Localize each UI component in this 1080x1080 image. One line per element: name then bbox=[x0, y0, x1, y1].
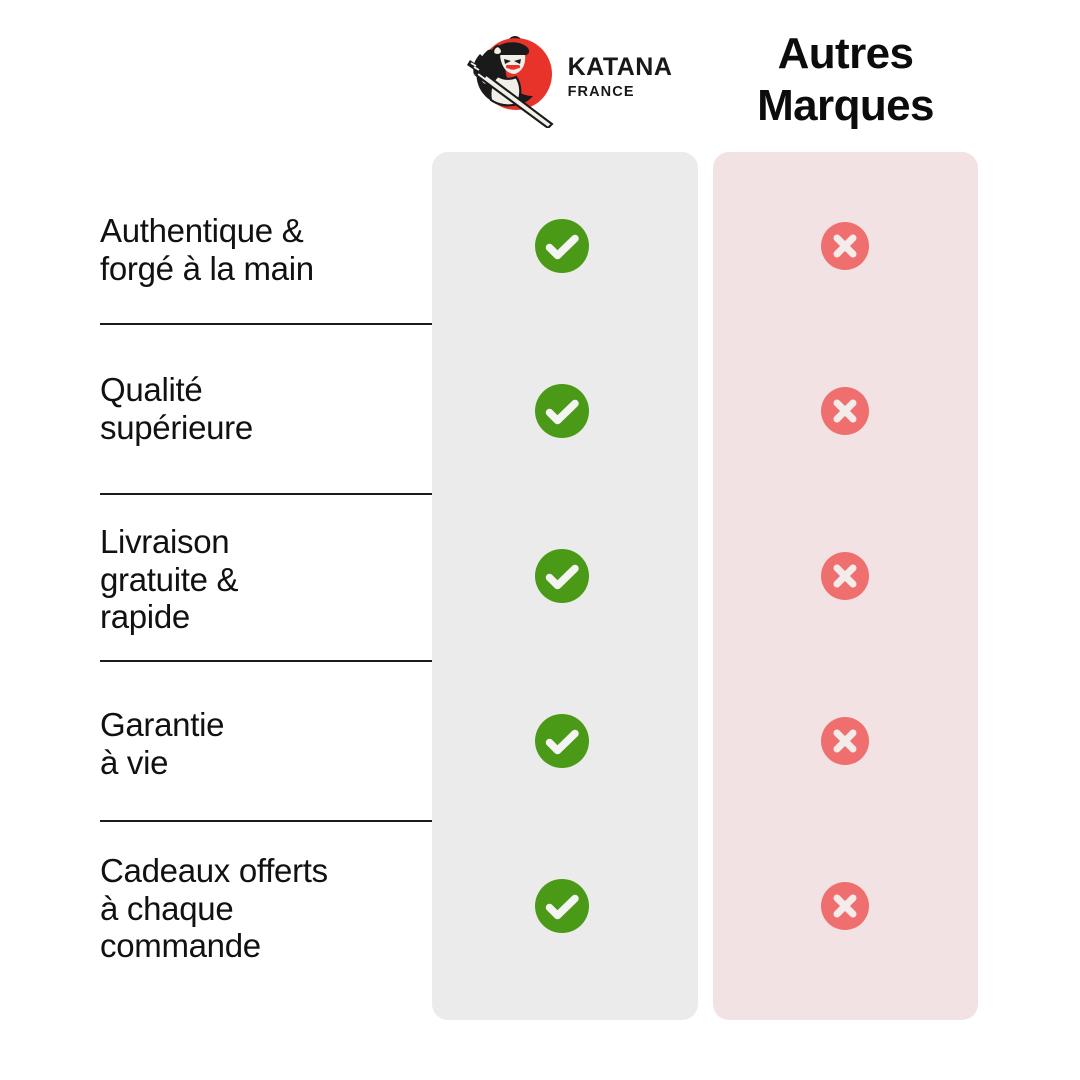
feature-label: Livraison gratuite & rapide bbox=[100, 523, 239, 636]
cross-circle-icon bbox=[815, 876, 875, 936]
row-divider bbox=[100, 323, 432, 325]
check-circle-icon bbox=[532, 546, 592, 606]
row-divider bbox=[100, 820, 432, 822]
feature-label: Cadeaux offerts à chaque commande bbox=[100, 852, 328, 965]
row-divider bbox=[100, 660, 432, 662]
brand-wordmark: KATANA FRANCE bbox=[567, 52, 673, 100]
check-circle-icon bbox=[532, 876, 592, 936]
feature-label: Qualité supérieure bbox=[100, 371, 253, 446]
check-circle-icon bbox=[532, 381, 592, 441]
row-divider bbox=[100, 493, 432, 495]
check-circle-icon bbox=[532, 216, 592, 276]
cross-circle-icon bbox=[815, 216, 875, 276]
cross-circle-icon bbox=[815, 381, 875, 441]
feature-rows: Authentique & forgé à la main Qualité su… bbox=[0, 152, 1080, 1020]
brand-logo: KATANA FRANCE bbox=[432, 0, 698, 152]
brand-subtitle: FRANCE bbox=[567, 83, 635, 100]
feature-label: Authentique & forgé à la main bbox=[100, 212, 314, 287]
feature-label: Garantie à vie bbox=[100, 706, 225, 781]
samurai-katana-logo-icon bbox=[458, 24, 562, 128]
cross-circle-icon bbox=[815, 546, 875, 606]
competitor-column-title: Autres Marques bbox=[757, 29, 934, 130]
brand-name: KATANA bbox=[567, 52, 673, 81]
check-circle-icon bbox=[532, 711, 592, 771]
table-header: KATANA FRANCE Autres Marques bbox=[0, 0, 1080, 152]
cross-circle-icon bbox=[815, 711, 875, 771]
